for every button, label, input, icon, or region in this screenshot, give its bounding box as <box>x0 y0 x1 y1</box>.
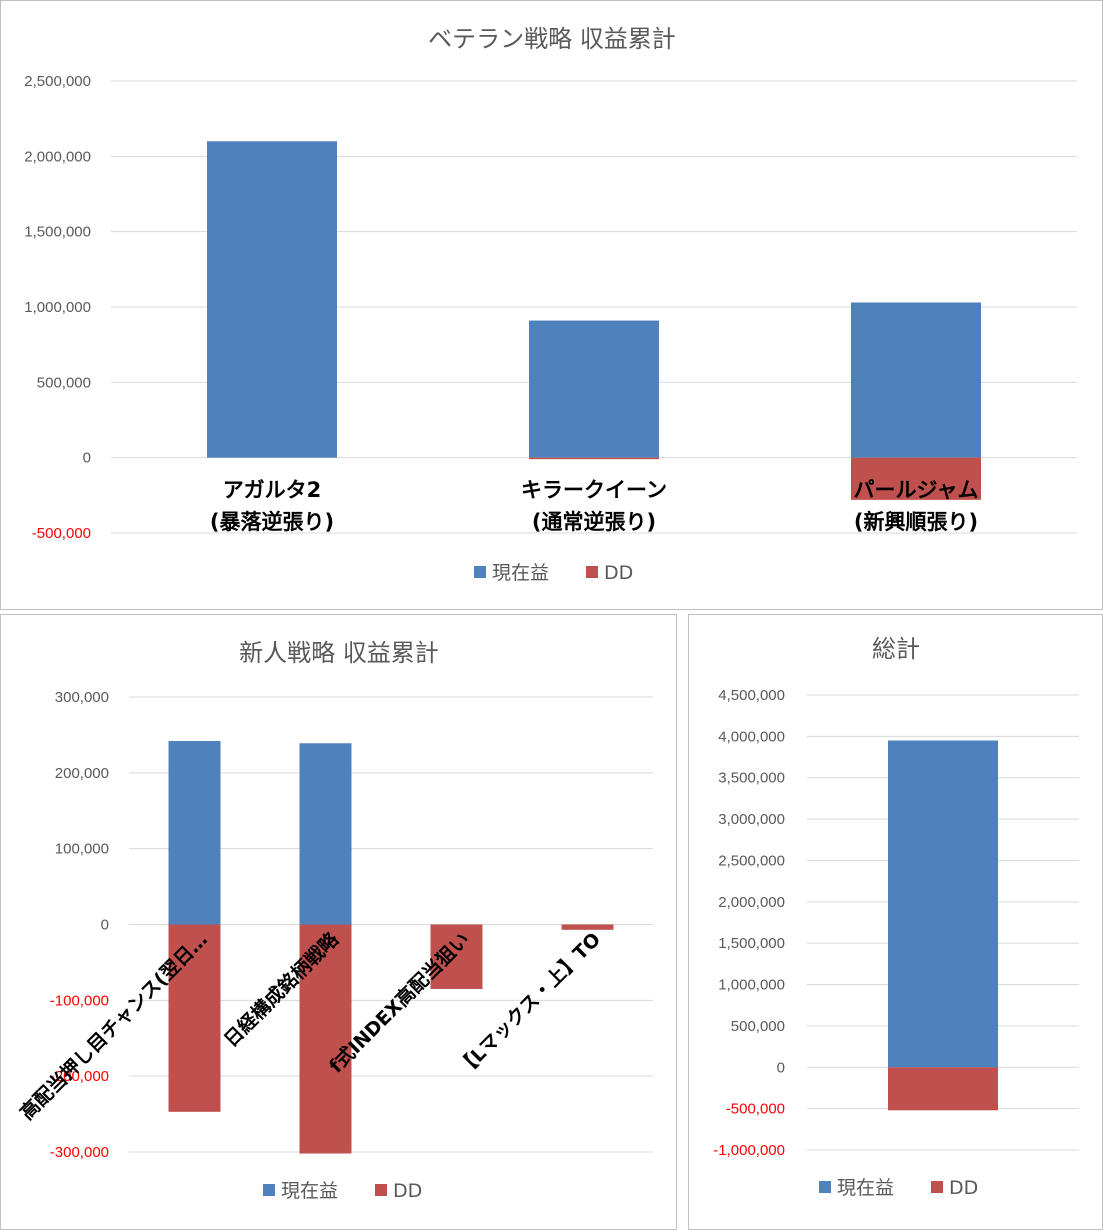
y-tick-label: 3,500,000 <box>718 770 785 787</box>
y-tick-label: 1,000,000 <box>24 299 91 316</box>
bar-dd <box>888 1067 998 1111</box>
legend-swatch <box>474 566 486 578</box>
y-tick-label: 2,500,000 <box>24 73 91 90</box>
bar-dd <box>430 924 483 989</box>
legend-label: DD <box>393 1180 422 1202</box>
bar-profit <box>529 320 659 458</box>
y-tick-label: 0 <box>777 1059 785 1076</box>
bar-dd <box>299 924 352 1154</box>
y-tick-label: 300,000 <box>55 689 109 706</box>
y-tick-label: 0 <box>101 917 109 934</box>
y-tick-label: 1,500,000 <box>24 224 91 241</box>
legend-swatch <box>263 1184 275 1196</box>
chart-newcomer-panel: 新人戦略 収益累計 300,000 200,000 100,000 0 -100,000 -… <box>0 614 677 1230</box>
legend-label: 現在益 <box>837 1177 894 1199</box>
chart-veteran: ベテラン戦略 収益累計 2,500,000 2,000,000 1,500,000 1,… <box>24 25 1077 584</box>
y-tick-label: 0 <box>83 450 91 467</box>
bar-dd <box>168 924 221 1112</box>
legend-label: 現在益 <box>492 562 549 584</box>
category-label: (新興順張り) <box>854 510 978 534</box>
y-tick-label: 200,000 <box>55 765 109 782</box>
y-tick-label: 500,000 <box>37 374 91 391</box>
y-tick-label: 2,500,000 <box>718 852 785 869</box>
y-tick-label: -500,000 <box>32 525 91 542</box>
legend-swatch <box>586 566 598 578</box>
bar-dd <box>561 924 614 930</box>
legend-label: DD <box>604 562 633 584</box>
chart-veteran-panel: ベテラン戦略 収益累計 2,500,000 2,000,000 1,500,000 1,… <box>0 0 1103 610</box>
y-tick-label: -1,000,000 <box>713 1142 785 1159</box>
bar-dd <box>851 457 981 500</box>
chart-total-panel: 総計 4,500,000 4,000,000 3,500,000 3,000,000 2,… <box>688 614 1103 1230</box>
y-tick-label: -100,000 <box>50 992 109 1009</box>
category-label: (通常逆張り) <box>532 510 656 534</box>
bar-profit <box>168 740 221 925</box>
y-tick-label: 500,000 <box>731 1018 785 1035</box>
category-label: アガルタ2 <box>223 478 322 502</box>
legend-swatch <box>375 1184 387 1196</box>
chart-total: 総計 4,500,000 4,000,000 3,500,000 3,000,000 2,… <box>713 635 1079 1199</box>
y-tick-label: -300,000 <box>50 1144 109 1161</box>
y-tick-label: 1,500,000 <box>718 935 785 952</box>
chart-title: ベテラン戦略 収益累計 <box>428 25 676 53</box>
category-label: キラークイーン <box>521 478 667 502</box>
category-label: (暴落逆張り) <box>210 510 334 534</box>
chart-newcomer: 新人戦略 収益累計 300,000 200,000 100,000 0 -100,000 -… <box>15 639 653 1202</box>
chart-title: 新人戦略 収益累計 <box>239 639 439 667</box>
bar-profit <box>299 743 352 925</box>
y-tick-label: 4,000,000 <box>718 728 785 745</box>
y-tick-label: 3,000,000 <box>718 811 785 828</box>
legend-swatch <box>931 1181 943 1193</box>
y-tick-label: -500,000 <box>726 1101 785 1118</box>
legend-swatch <box>819 1181 831 1193</box>
bar-profit <box>888 740 998 1068</box>
bar-profit <box>851 302 981 458</box>
bar-dd <box>529 457 659 460</box>
y-tick-label: 2,000,000 <box>718 894 785 911</box>
y-tick-label: 2,000,000 <box>24 148 91 165</box>
y-tick-label: 4,500,000 <box>718 687 785 704</box>
y-tick-label: 1,000,000 <box>718 977 785 994</box>
legend-label: 現在益 <box>281 1180 338 1202</box>
bar-profit <box>207 141 337 458</box>
category-label: パールジャム <box>854 478 979 502</box>
y-tick-label: 100,000 <box>55 841 109 858</box>
legend-label: DD <box>949 1177 978 1199</box>
y-tick-label: -200,000 <box>50 1068 109 1085</box>
chart-title: 総計 <box>872 635 920 663</box>
